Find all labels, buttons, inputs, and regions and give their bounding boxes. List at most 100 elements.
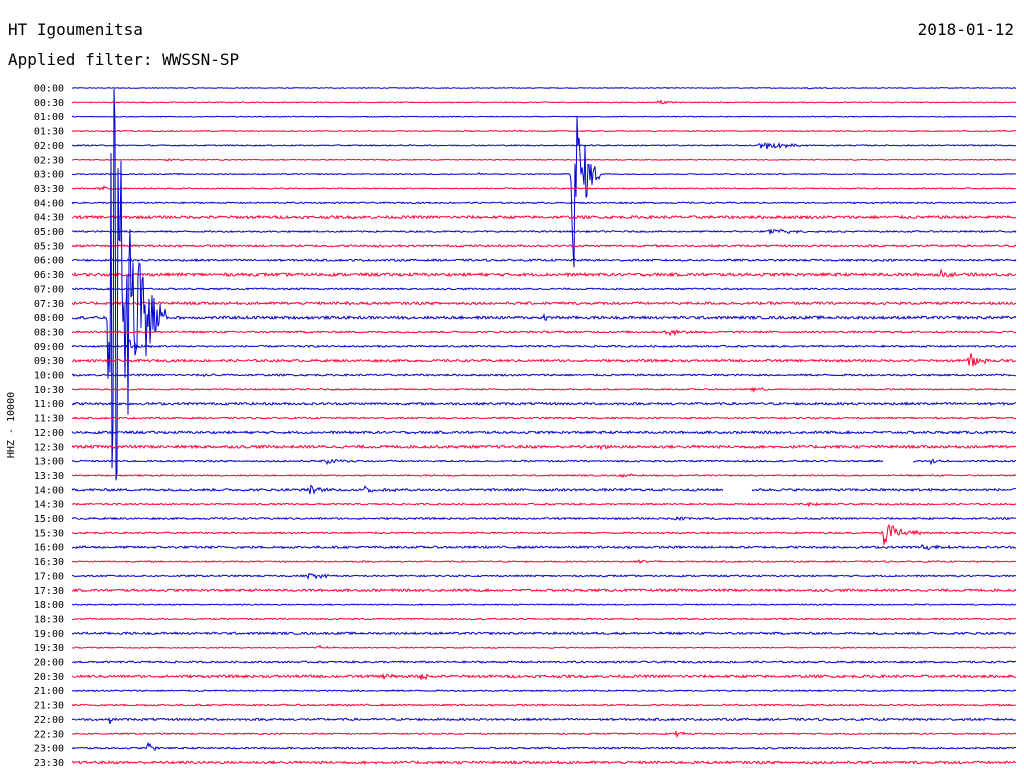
row-time-label: 19:30	[34, 643, 64, 654]
row-time-label: 07:30	[34, 299, 64, 310]
trace-line	[71, 129, 1016, 133]
trace-line	[71, 559, 1017, 565]
row-time-label: 06:30	[34, 270, 64, 281]
trace-line	[71, 729, 1017, 739]
row-time-label: 11:30	[34, 414, 64, 425]
trace-line	[71, 429, 1017, 435]
row-time-label: 16:00	[34, 543, 64, 554]
trace-line	[71, 603, 1017, 606]
row-time-label: 06:00	[34, 256, 64, 267]
row-time-label: 09:30	[34, 356, 64, 367]
row-time-label: 15:00	[34, 514, 64, 525]
row-time-label: 03:30	[34, 184, 64, 195]
row-time-label: 17:30	[34, 586, 64, 597]
row-time-label: 14:00	[34, 485, 64, 496]
plot-date: 2018-01-12	[917, 20, 1014, 39]
trace-line	[71, 86, 1017, 90]
trace-line	[71, 741, 1017, 752]
row-time-label: 11:00	[34, 399, 64, 410]
row-time-label: 14:30	[34, 500, 64, 511]
trace-line	[71, 373, 1016, 378]
trace-line	[71, 458, 1016, 466]
trace-line	[71, 515, 1017, 522]
trace-line	[71, 214, 1017, 220]
row-time-label: 05:30	[34, 241, 64, 252]
trace-line	[71, 228, 1017, 236]
trace-line	[71, 660, 1017, 664]
row-time-label: 22:00	[34, 715, 64, 726]
trace-line	[71, 444, 1017, 451]
trace-line	[71, 523, 1017, 545]
row-time-label: 19:00	[34, 629, 64, 640]
trace-line	[71, 689, 1017, 693]
row-time-label: 08:00	[34, 313, 64, 324]
trace-line	[71, 99, 1017, 105]
trace-line	[71, 158, 1017, 162]
row-time-label: 10:00	[34, 371, 64, 382]
row-time-label: 05:00	[34, 227, 64, 238]
time-label-group: 00:00 00:30 01:00 01:30 02:00 02:30 03:00 03:30…	[34, 84, 64, 769]
row-time-label: 07:00	[34, 284, 64, 295]
row-time-label: 15:30	[34, 528, 64, 539]
row-time-label: 12:00	[34, 428, 64, 439]
row-time-label: 03:00	[34, 170, 64, 181]
trace-line	[71, 473, 1017, 479]
trace-group	[71, 86, 1017, 765]
channel-label: HHZ - 10000	[6, 392, 17, 458]
trace-line	[71, 672, 1017, 681]
trace-line	[71, 572, 1016, 580]
row-time-label: 18:00	[34, 600, 64, 611]
filter-label: Applied filter: WWSSN-SP	[8, 50, 240, 69]
row-time-label: 20:30	[34, 672, 64, 683]
trace-line	[71, 703, 1017, 707]
row-time-label: 23:30	[34, 758, 64, 769]
row-time-label: 13:00	[34, 457, 64, 468]
row-time-label: 13:30	[34, 471, 64, 482]
trace-line	[71, 644, 1017, 649]
trace-line	[71, 339, 1017, 350]
trace-line	[71, 300, 1016, 306]
trace-line	[71, 617, 1016, 621]
row-time-label: 01:00	[34, 112, 64, 123]
row-time-label: 21:00	[34, 686, 64, 697]
row-time-label: 00:00	[34, 84, 64, 95]
row-time-label: 22:30	[34, 729, 64, 740]
trace-line	[71, 329, 1017, 337]
trace-line	[71, 141, 1017, 150]
station-title: HT Igoumenitsa	[8, 20, 143, 39]
trace-line	[71, 353, 1017, 367]
row-time-label: 08:30	[34, 327, 64, 338]
trace-line	[71, 88, 1017, 481]
row-time-label: 17:00	[34, 571, 64, 582]
row-time-label: 18:30	[34, 614, 64, 625]
row-time-label: 23:00	[34, 744, 64, 755]
trace-line	[71, 287, 1017, 291]
trace-line	[71, 268, 1016, 278]
trace-line	[71, 631, 1016, 636]
trace-line	[71, 401, 1017, 407]
row-time-label: 01:30	[34, 127, 64, 138]
trace-line	[71, 484, 1017, 495]
row-time-label: 02:00	[34, 141, 64, 152]
row-time-label: 04:00	[34, 198, 64, 209]
row-time-label: 12:30	[34, 442, 64, 453]
row-time-label: 09:00	[34, 342, 64, 353]
trace-line	[71, 587, 1017, 593]
row-time-label: 00:30	[34, 98, 64, 109]
row-time-label: 10:30	[34, 385, 64, 396]
trace-line	[71, 544, 1017, 551]
trace-line	[71, 185, 1017, 191]
row-time-label: 02:30	[34, 155, 64, 166]
row-time-label: 21:30	[34, 701, 64, 712]
trace-line	[71, 258, 1017, 263]
trace-line	[71, 386, 1017, 393]
trace-line	[71, 115, 1017, 118]
row-time-label: 04:30	[34, 213, 64, 224]
trace-line	[71, 716, 1017, 725]
row-time-label: 20:00	[34, 658, 64, 669]
trace-line	[71, 116, 1017, 268]
row-time-label: 16:30	[34, 557, 64, 568]
trace-line	[71, 201, 1017, 205]
trace-line	[71, 501, 1017, 508]
